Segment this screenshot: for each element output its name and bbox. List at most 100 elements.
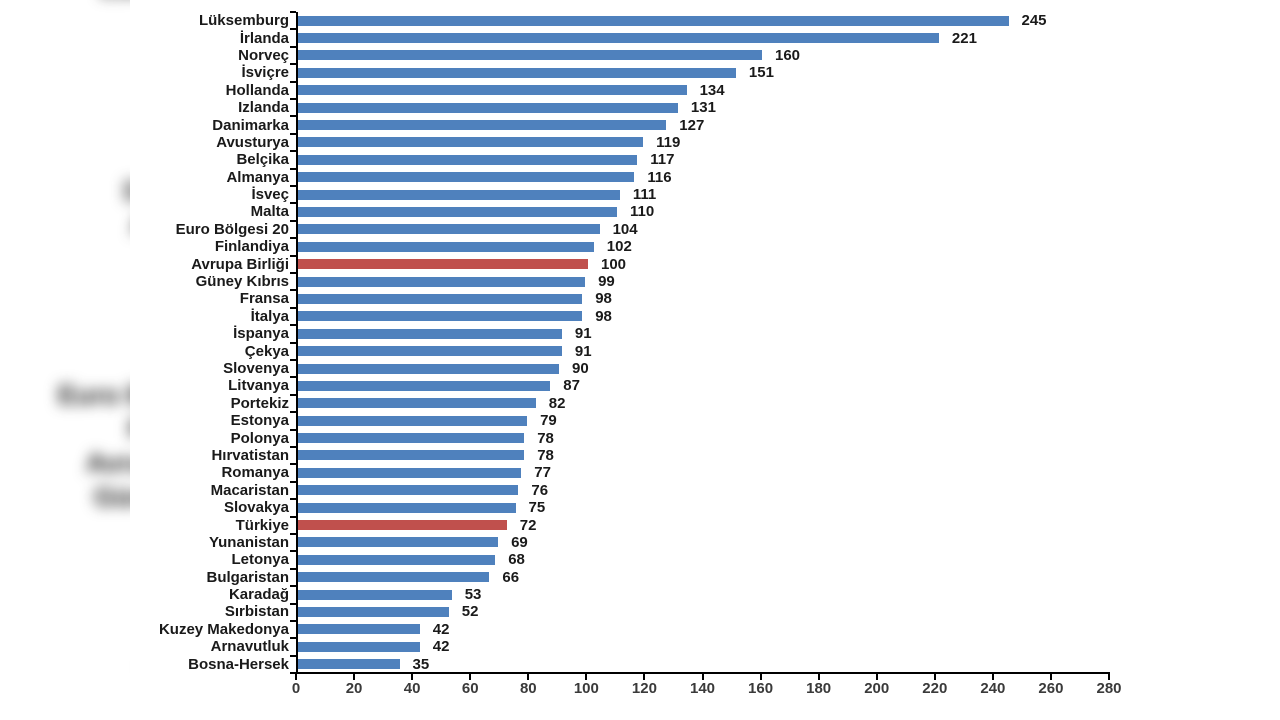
chart-row: Avusturya 119 (130, 134, 1140, 151)
bar-track: 78 (298, 429, 1110, 446)
bar-track: 245 (298, 12, 1110, 29)
chart-row: İspanya 91 (130, 325, 1140, 342)
y-tick-mark (290, 428, 296, 431)
value-label: 72 (519, 516, 537, 534)
value-label: 111 (632, 186, 657, 204)
value-label: 91 (574, 325, 592, 343)
chart-row: Litvanya 87 (130, 377, 1140, 394)
value-label: 82 (548, 394, 566, 412)
y-tick-mark (290, 272, 296, 274)
bar-track: 98 (298, 290, 1110, 307)
bar (298, 293, 583, 304)
bar (298, 172, 635, 183)
bar-track: 221 (298, 29, 1110, 46)
bar-track: 66 (298, 569, 1110, 586)
bar (298, 433, 525, 444)
y-tick-mark (290, 150, 296, 153)
value-label: 66 (502, 568, 520, 586)
bar-track: 119 (298, 134, 1110, 151)
blurred-label: Avusturya (0, 208, 133, 242)
chart-row: Yunanistan 69 (130, 534, 1140, 551)
bar-chart: Lüksemburg 245 İrlanda 221 Norveç 160 İsviçre 1… (130, 0, 1280, 720)
category-label: Slovakya (223, 499, 289, 517)
blurred-label: Çekya (0, 616, 133, 650)
chart-row: Slovenya 90 (130, 360, 1140, 377)
value-label: 245 (1021, 12, 1047, 30)
category-label: Malta (250, 203, 289, 221)
category-label: Polonya (230, 429, 289, 447)
bar (298, 363, 559, 374)
category-label: Portekiz (230, 394, 289, 412)
x-tick-label: 100 (573, 680, 599, 697)
blurred-label: Hollanda (0, 106, 133, 140)
blurred-label: Slovenya (0, 650, 133, 684)
bar-track: 53 (298, 586, 1110, 603)
y-axis-line (296, 12, 298, 673)
y-tick-mark (290, 219, 296, 222)
bar-track: 69 (298, 534, 1110, 551)
highlighted-bar (298, 259, 588, 270)
category-label: İsveç (251, 186, 289, 204)
blurred-label: Almanya (0, 276, 133, 310)
bar-track: 117 (298, 151, 1110, 168)
bar (298, 85, 687, 96)
blurred-label: Belçika (0, 242, 133, 276)
blurred-label: Norveç (0, 38, 133, 72)
category-label: Güney Kıbrıs (195, 273, 289, 291)
y-tick-mark (290, 567, 296, 570)
blurred-label: İrlanda (0, 4, 133, 38)
x-axis-line (296, 672, 1110, 674)
bar-track: 90 (298, 360, 1110, 377)
chart-row: Slovakya 75 (130, 499, 1140, 516)
value-label: 98 (595, 307, 612, 325)
category-label: Arnavutluk (210, 638, 289, 656)
bar (298, 415, 528, 426)
value-label: 134 (699, 81, 725, 99)
value-label: 131 (690, 99, 716, 117)
value-label: 91 (574, 342, 592, 360)
bar-rows: Lüksemburg 245 İrlanda 221 Norveç 160 İsviçre 1… (130, 12, 1140, 673)
y-tick-mark (290, 289, 296, 292)
y-tick-mark (290, 28, 296, 31)
y-tick-mark (290, 515, 296, 518)
y-tick-mark (290, 202, 296, 205)
bar (298, 102, 678, 113)
bar-track: 78 (298, 447, 1110, 464)
value-label: 42 (432, 620, 450, 638)
value-label: 78 (537, 429, 554, 447)
bar (298, 398, 536, 409)
y-tick-mark (290, 446, 296, 448)
category-label: Letonya (231, 551, 289, 569)
chart-row: Almanya 116 (130, 169, 1140, 186)
bar (298, 328, 562, 339)
bar (298, 206, 617, 217)
x-tick-label: 200 (864, 680, 890, 697)
blurred-label-column: LüksemburgİrlandaNorveçİsviçreHollandaIz… (0, 0, 133, 720)
bar (298, 224, 600, 235)
value-label: 42 (432, 638, 450, 656)
category-label: Litvanya (228, 377, 289, 395)
value-label: 77 (534, 464, 551, 482)
x-tick-mark (411, 674, 414, 680)
y-tick-mark (290, 341, 296, 344)
bar (298, 241, 594, 252)
category-label: Estonya (230, 412, 289, 430)
bar-track: 35 (298, 655, 1110, 672)
x-tick-label: 260 (1038, 680, 1064, 697)
y-tick-mark (290, 359, 296, 361)
x-tick-label: 180 (806, 680, 832, 697)
blurred-label: Izlanda (0, 140, 133, 174)
bar (298, 572, 490, 583)
y-tick-mark (290, 463, 296, 466)
y-tick-mark (290, 393, 296, 396)
y-tick-mark (290, 620, 296, 622)
category-label: Macaristan (210, 481, 289, 499)
chart-row: Macaristan 76 (130, 482, 1140, 499)
y-tick-mark (290, 185, 296, 187)
chart-row: Bosna-Hersek 35 (130, 655, 1140, 672)
x-tick-mark (759, 674, 762, 680)
chart-row: Fransa 98 (130, 290, 1140, 307)
value-label: 53 (464, 586, 482, 604)
chart-row: Malta 110 (130, 203, 1140, 220)
bar-track: 127 (298, 116, 1110, 133)
